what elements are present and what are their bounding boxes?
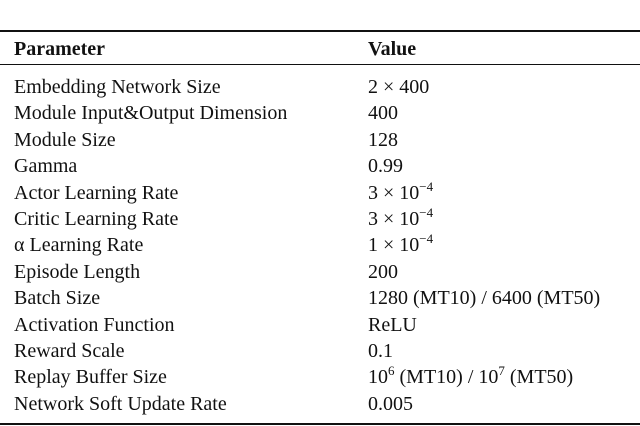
value-cell: 0.005 [368,392,413,416]
parameter-cell: Episode Length [14,260,141,283]
value-text: (MT50) [504,366,574,389]
mid-rule [0,64,640,65]
value-cell: 400 [368,101,398,125]
parameter-cell: Gamma [14,155,78,178]
value-text: 400 [368,102,398,125]
parameter-cell: Critic Learning Rate [14,208,179,230]
parameter-cell: Activation Function [14,313,175,336]
value-cell: 128 [368,128,398,152]
parameter-cell: Network Soft Update Rate [14,392,227,415]
value-text: 0.1 [368,340,393,362]
value-text: 2 × 400 [368,76,430,98]
parameter-cell: Module Input&Output Dimension [14,102,288,125]
value-text: 3 × 10 [368,181,420,204]
parameter-cell: Replay Buffer Size [14,366,167,389]
value-text: 10 [368,366,388,389]
value-text: 0.005 [368,392,413,415]
value-text: 3 × 10 [368,208,420,230]
value-text: 1 × 10 [368,234,420,257]
exponent: −4 [419,178,434,194]
value-text: 200 [368,260,398,283]
parameter-cell: Embedding Network Size [14,76,221,98]
value-cell: 1 × 10−4 [368,231,434,257]
top-rule [0,30,640,32]
value-text: (MT10) / 10 [394,366,499,389]
value-cell: 0.1 [368,339,393,363]
parameter-cell: Batch Size [14,287,101,310]
parameter-cell: Module Size [14,128,116,151]
value-cell: 2 × 400 [368,75,429,99]
value-text: 0.99 [368,155,403,178]
value-cell: 0.99 [368,154,403,178]
parameter-cell: Actor Learning Rate [14,181,179,204]
value-cell: 3 × 10−4 [368,178,434,205]
value-cell: 3 × 10−4 [368,205,434,231]
value-text: 128 [368,128,398,151]
header-cell: Value [368,38,417,60]
value-cell: 106 (MT10) / 107 (MT50) [368,363,574,389]
parameter-cell: α Learning Rate [14,234,144,257]
value-cell: 200 [368,260,398,284]
exponent: 6 [388,363,395,379]
exponent: 7 [498,363,505,379]
exponent: −4 [419,231,434,247]
exponent: −4 [419,205,434,220]
bottom-rule [0,423,640,425]
value-text: 1280 (MT10) / 6400 (MT50) [368,287,601,310]
parameter-cell: Reward Scale [14,340,125,362]
header-cell: Parameter [14,38,106,60]
value-text: ReLU [368,313,417,336]
value-cell: 1280 (MT10) / 6400 (MT50) [368,286,600,310]
value-cell: ReLU [368,313,417,337]
